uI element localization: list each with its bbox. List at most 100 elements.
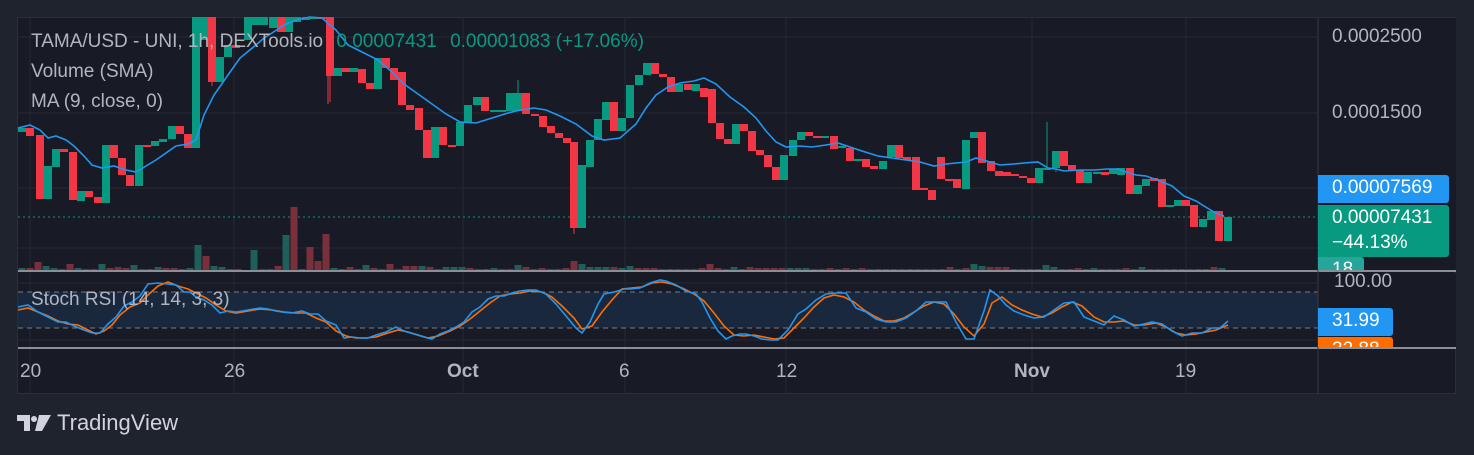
candle xyxy=(244,17,252,40)
candle xyxy=(350,68,358,72)
volume-bar xyxy=(378,269,386,270)
stoch-rsi-legend[interactable]: Stoch RSI (14, 14, 3, 3) xyxy=(31,289,230,310)
volume-bar xyxy=(746,267,754,270)
candle xyxy=(277,17,285,32)
candle xyxy=(498,110,506,112)
candle xyxy=(456,122,464,146)
price-tick-label: 0.0001500 xyxy=(1332,102,1422,123)
last-price-tag-value: 0.00007431 xyxy=(1332,207,1433,228)
candle xyxy=(732,124,740,144)
candle xyxy=(1134,185,1142,194)
volume-bar xyxy=(754,268,762,270)
volume-bar xyxy=(474,269,482,270)
candle xyxy=(937,157,945,179)
volume-bar xyxy=(826,268,834,270)
volume-bar xyxy=(138,269,146,270)
volume-bar xyxy=(778,268,786,270)
symbol-legend[interactable]: TAMA/USD - UNI, 1h, DEXTools.io 0.000074… xyxy=(31,31,644,53)
tradingview-logo[interactable]: TradingView xyxy=(17,410,178,436)
candle xyxy=(748,131,756,151)
volume-bar xyxy=(986,267,994,270)
volume-bar xyxy=(466,268,474,270)
candle xyxy=(870,166,878,169)
volume-bar xyxy=(570,261,578,270)
candle xyxy=(85,191,93,197)
candle xyxy=(1068,165,1076,171)
volume-bar xyxy=(842,268,850,270)
volume-bar xyxy=(274,266,282,270)
volume-legend[interactable]: Volume (SMA) xyxy=(31,61,154,82)
volume-bar xyxy=(82,269,90,270)
price-change-value: 0.00001083 (+17.06%) xyxy=(450,31,644,52)
volume-bar xyxy=(362,265,370,270)
candle xyxy=(200,17,208,40)
volume-bar xyxy=(658,269,666,270)
volume-bar xyxy=(106,268,114,270)
volume-bar xyxy=(978,266,986,270)
candle xyxy=(522,93,530,114)
volume-bar xyxy=(202,256,210,270)
volume-bar xyxy=(898,269,906,270)
candle xyxy=(740,124,748,131)
volume-bar xyxy=(346,267,354,270)
volume-bar xyxy=(402,266,410,270)
candle xyxy=(928,190,936,200)
volume-bar xyxy=(66,264,74,270)
volume-bar xyxy=(434,269,442,270)
time-axis-label: Nov xyxy=(1014,361,1050,382)
candle xyxy=(970,132,978,138)
volume-bar xyxy=(394,269,402,270)
volume-bar xyxy=(170,268,178,270)
candle xyxy=(285,17,293,32)
candle xyxy=(26,128,34,136)
candle xyxy=(94,197,102,203)
candle xyxy=(563,138,571,143)
candle xyxy=(879,161,887,169)
candle xyxy=(684,84,692,90)
volume-bar xyxy=(994,267,1002,270)
volume-bar xyxy=(146,269,154,270)
volume-bar xyxy=(1170,269,1178,270)
volume-bar xyxy=(618,268,626,270)
candle xyxy=(1182,200,1190,206)
volume-bar xyxy=(194,245,202,270)
volume-bar xyxy=(1050,267,1058,270)
volume-bar xyxy=(298,269,306,270)
candle xyxy=(643,63,651,75)
last-price-tag-pct: −44.13% xyxy=(1332,232,1408,253)
volume-bar xyxy=(1082,269,1090,270)
volume-bar xyxy=(610,267,618,270)
volume-bar xyxy=(954,269,962,270)
candle xyxy=(659,74,667,77)
candle xyxy=(342,68,350,72)
time-axis-label: 6 xyxy=(619,361,630,382)
volume-bar xyxy=(1138,267,1146,270)
volume-bar xyxy=(786,268,794,270)
candle xyxy=(838,146,846,148)
volume-bar xyxy=(714,268,722,270)
volume-bar xyxy=(1202,269,1210,270)
volume-bar xyxy=(1210,267,1218,270)
candle xyxy=(1142,179,1150,186)
volume-bar xyxy=(866,269,874,270)
stoch-d-tag: 32.88 xyxy=(1318,337,1393,347)
volume-bar xyxy=(906,269,914,270)
candle xyxy=(506,93,514,111)
volume-bar xyxy=(938,269,946,270)
candle xyxy=(192,17,200,148)
candle xyxy=(406,105,414,110)
candle xyxy=(431,127,439,158)
candle xyxy=(1215,211,1223,241)
volume-bar xyxy=(1010,269,1018,270)
candle xyxy=(1019,176,1027,178)
volume-bar xyxy=(1106,269,1114,270)
tradingview-logo-text: TradingView xyxy=(57,410,179,435)
candle xyxy=(635,75,643,85)
volume-bar xyxy=(306,247,314,270)
candle xyxy=(1003,172,1011,176)
volume-bar xyxy=(26,268,34,270)
volume-bar xyxy=(874,269,882,270)
ma-legend[interactable]: MA (9, close, 0) xyxy=(31,91,163,112)
candle xyxy=(903,157,911,160)
